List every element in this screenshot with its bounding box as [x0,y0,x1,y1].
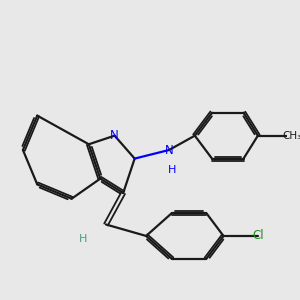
Text: N: N [165,143,173,157]
Text: CH₃: CH₃ [283,131,300,141]
Text: N: N [110,129,119,142]
Text: H: H [168,165,176,175]
Text: Cl: Cl [252,230,264,242]
Text: H: H [79,234,87,244]
